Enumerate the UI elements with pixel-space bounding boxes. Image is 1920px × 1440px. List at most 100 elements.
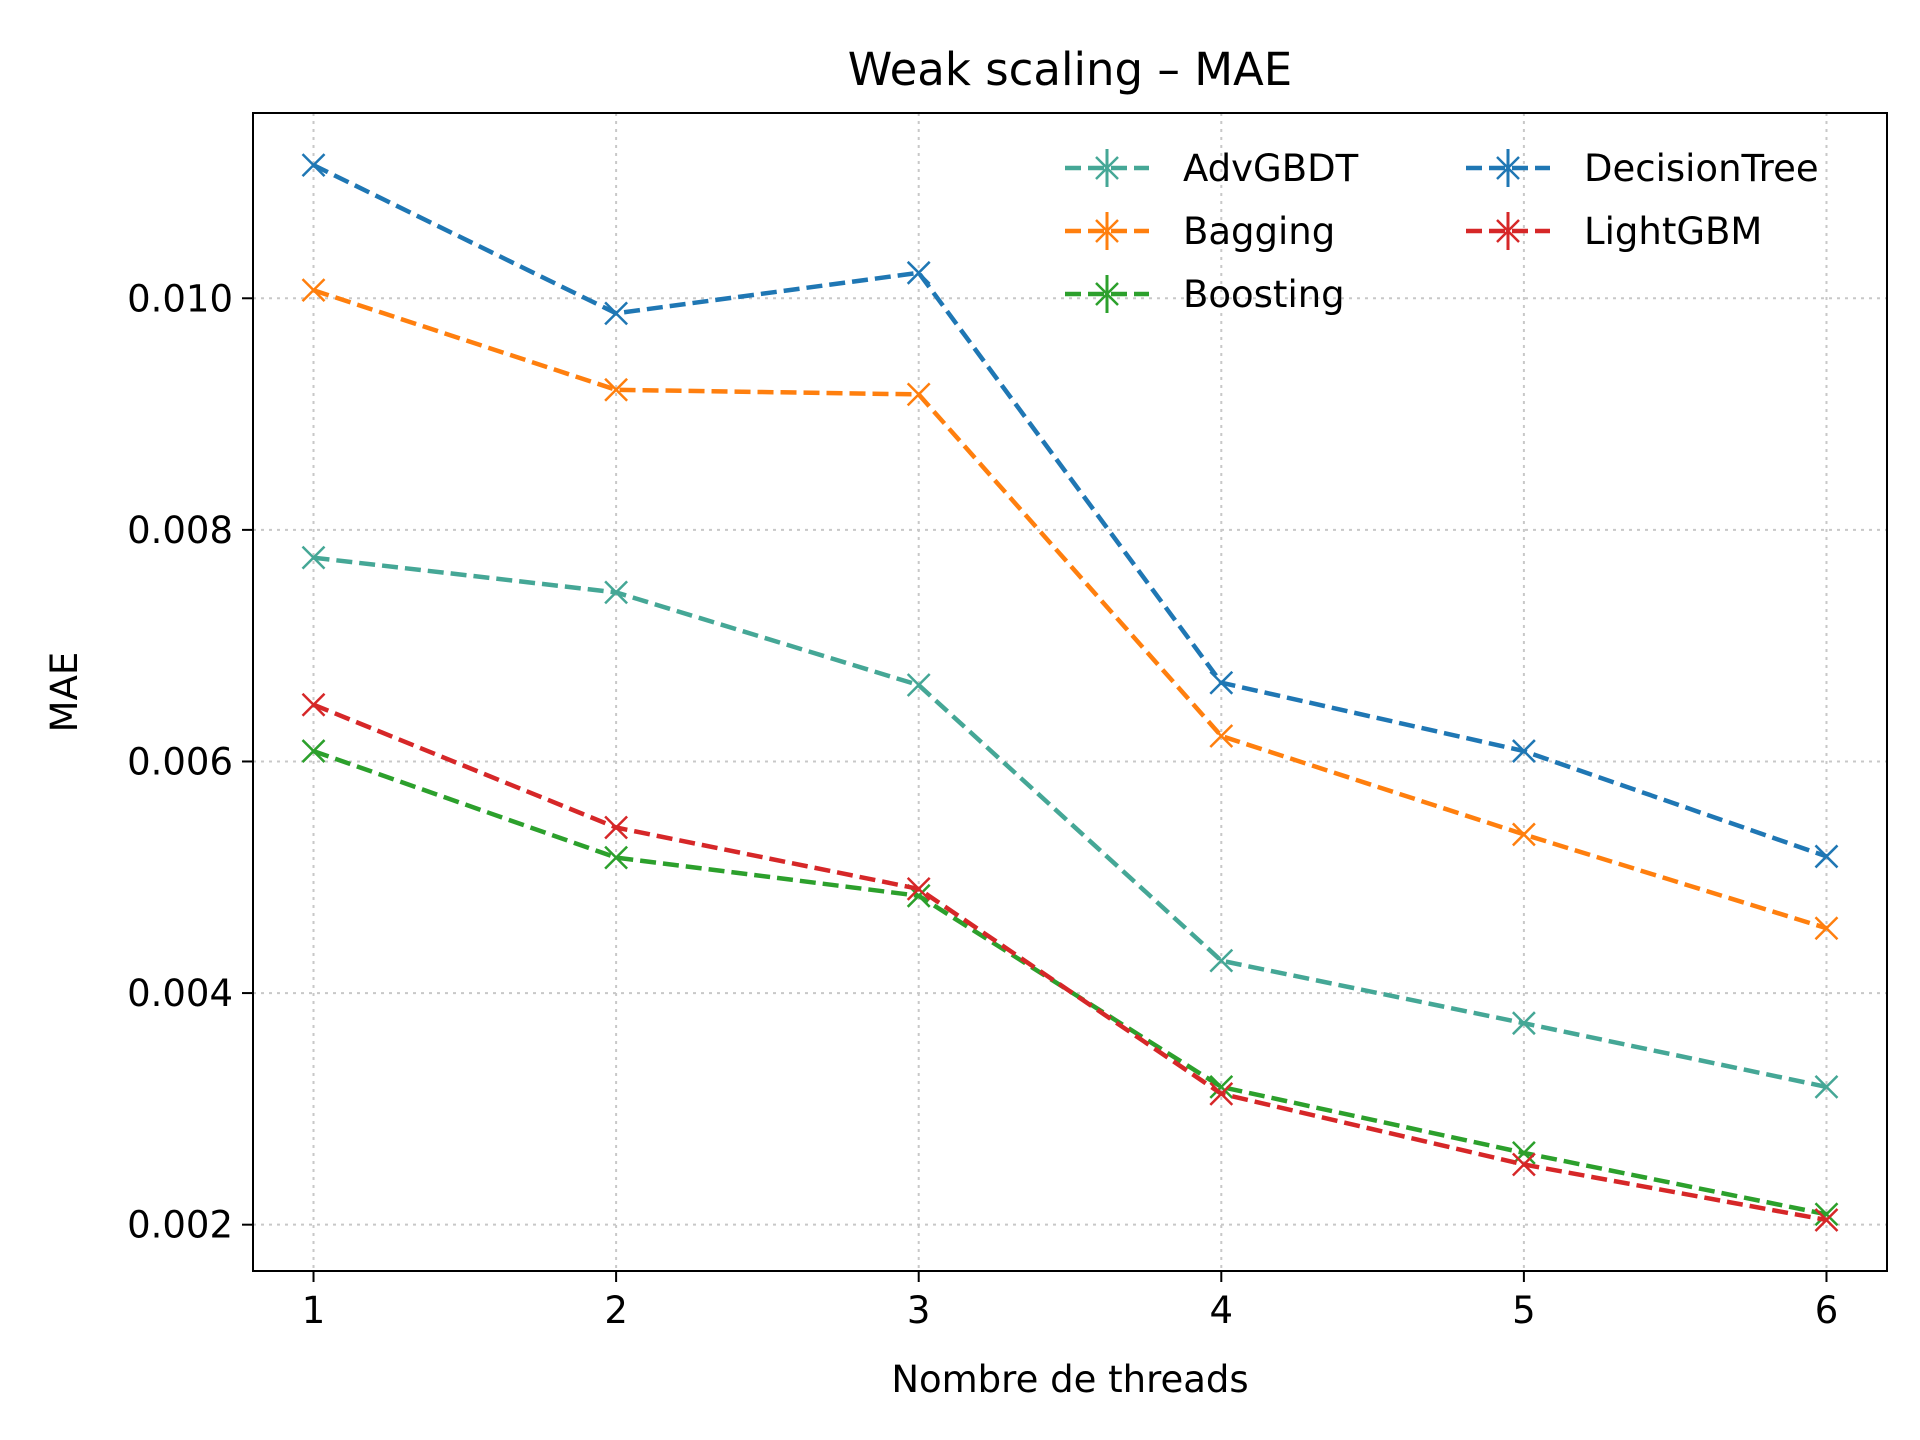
legend-item: Bagging <box>1065 210 1335 253</box>
marker-stroke <box>906 260 931 285</box>
marker-stroke <box>1209 948 1234 973</box>
marker-stroke <box>1512 822 1536 847</box>
marker-stroke <box>604 845 628 870</box>
marker-stroke <box>301 545 326 570</box>
legend-marker <box>1496 219 1520 243</box>
legend-item: Boosting <box>1065 273 1345 316</box>
series-line <box>312 288 1828 931</box>
marker-stroke <box>906 673 931 697</box>
data-point <box>1512 1141 1536 1165</box>
data-point <box>604 580 628 605</box>
marker-stroke <box>604 301 628 326</box>
marker-stroke <box>301 153 326 177</box>
marker-stroke <box>1209 724 1234 748</box>
data-point <box>1209 1081 1234 1106</box>
data-point <box>1814 844 1839 869</box>
data-point <box>1814 1074 1839 1099</box>
marker-stroke <box>604 377 628 402</box>
data-point <box>604 301 628 326</box>
data-point <box>301 153 326 177</box>
series-lines <box>301 153 1839 1232</box>
data-point <box>1814 916 1839 941</box>
plot-frame <box>252 112 1888 1272</box>
marker-stroke <box>1512 739 1536 763</box>
data-point <box>604 377 628 402</box>
series-boosting <box>301 739 1839 1227</box>
y-tick-label: 0.002 <box>127 1204 233 1247</box>
marker-stroke <box>1512 1152 1536 1177</box>
data-point <box>1512 1011 1536 1036</box>
marker-stroke <box>301 692 326 717</box>
marker-stroke <box>906 883 931 908</box>
marker-stroke <box>1512 1141 1536 1165</box>
marker-stroke <box>301 278 326 303</box>
data-point <box>1512 739 1536 763</box>
legend-label: Bagging <box>1183 210 1335 253</box>
marker-stroke <box>1496 156 1520 180</box>
data-point <box>1209 670 1234 695</box>
data-point <box>1814 1208 1839 1232</box>
legend-item: DecisionTree <box>1466 147 1819 190</box>
x-tick-label: 4 <box>1210 1289 1234 1332</box>
legend-label: AdvGBDT <box>1183 147 1359 190</box>
x-tick-label: 3 <box>907 1289 931 1332</box>
y-tick-label: 0.004 <box>127 972 233 1015</box>
data-point <box>1512 822 1536 847</box>
y-tick-label: 0.008 <box>127 509 233 552</box>
x-tick-label: 6 <box>1815 1289 1839 1332</box>
series-line <box>312 748 1827 1217</box>
y-axis: 0.002 0.004 0.006 0.008 0.010 <box>127 277 253 1247</box>
legend-item: LightGBM <box>1466 210 1762 253</box>
y-tick-label: 0.010 <box>127 277 233 320</box>
data-point <box>1209 724 1234 748</box>
series-decisiontree <box>301 153 1839 869</box>
data-point <box>301 739 326 763</box>
chart-title: Weak scaling – MAE <box>848 43 1293 96</box>
marker-stroke <box>1209 670 1234 695</box>
data-point <box>906 382 931 407</box>
legend-label: DecisionTree <box>1584 147 1819 190</box>
data-point <box>1814 1202 1839 1227</box>
marker-stroke <box>1814 1208 1839 1232</box>
marker-stroke <box>1496 219 1520 243</box>
data-point <box>906 876 931 901</box>
data-point <box>604 845 628 870</box>
series-bagging <box>301 278 1839 941</box>
legend-marker <box>1496 156 1520 180</box>
data-point <box>1512 1152 1536 1177</box>
marker-stroke <box>604 580 628 605</box>
x-tick-label: 1 <box>302 1289 326 1332</box>
series-lightgbm <box>301 692 1839 1232</box>
data-point <box>1209 1074 1234 1099</box>
series-line <box>312 702 1827 1223</box>
legend-item: AdvGBDT <box>1065 147 1359 190</box>
legend-marker <box>1095 282 1119 306</box>
x-tick-label: 2 <box>604 1289 628 1332</box>
series-line <box>313 555 1827 1090</box>
legend-label: Boosting <box>1183 273 1345 316</box>
marker-stroke <box>1209 1081 1234 1106</box>
series-advgbdt <box>301 545 1839 1099</box>
data-point <box>301 545 326 570</box>
data-point <box>604 815 628 840</box>
marker-stroke <box>1095 156 1119 180</box>
x-axis-title: Nombre de threads <box>891 1358 1248 1401</box>
marker-stroke <box>301 739 326 763</box>
marker-stroke <box>1814 1202 1839 1227</box>
marker-stroke <box>906 876 931 901</box>
legend-label: LightGBM <box>1584 210 1762 253</box>
legend-marker <box>1095 219 1119 243</box>
x-tick-label: 5 <box>1512 1289 1536 1332</box>
marker-stroke <box>1095 282 1119 306</box>
marker-stroke <box>1814 1074 1839 1099</box>
marker-stroke <box>1814 844 1839 869</box>
marker-stroke <box>1512 1011 1536 1036</box>
series-line <box>312 163 1828 859</box>
x-axis: 1 2 3 4 5 6 <box>302 1271 1839 1332</box>
data-point <box>906 260 931 285</box>
y-axis-title: MAE <box>43 652 86 733</box>
y-tick-label: 0.006 <box>127 740 233 783</box>
data-point <box>906 673 931 697</box>
data-point <box>1209 948 1234 973</box>
